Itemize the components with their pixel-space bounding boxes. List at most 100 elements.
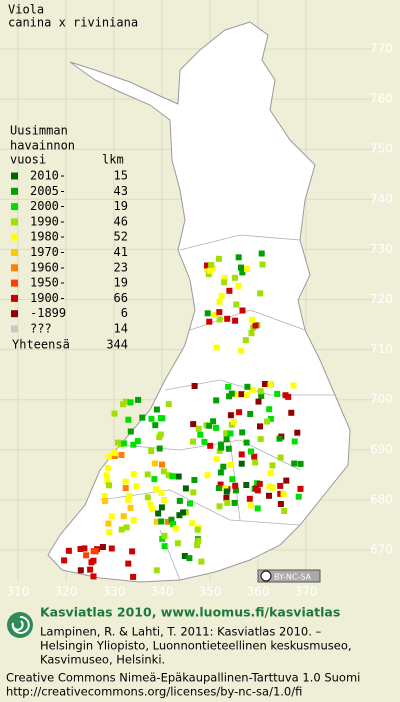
legend-count: 19	[114, 276, 128, 290]
observation-square	[232, 391, 239, 398]
observation-square	[215, 255, 222, 262]
north-label: 700	[370, 392, 393, 406]
observation-square	[216, 485, 222, 491]
observation-square	[294, 429, 301, 436]
observation-square	[122, 478, 129, 485]
observation-square	[283, 477, 290, 484]
cc-icon	[260, 570, 272, 582]
observation-square	[174, 540, 181, 547]
observation-square	[238, 391, 245, 398]
north-label: 760	[370, 92, 393, 106]
observation-square	[277, 490, 284, 497]
observation-square	[225, 445, 232, 452]
observation-square	[267, 470, 274, 477]
observation-square	[231, 274, 238, 281]
observation-square	[258, 392, 265, 399]
observation-square	[122, 485, 129, 492]
east-label: 310	[7, 585, 30, 599]
observation-square	[156, 434, 163, 441]
observations	[61, 250, 304, 580]
observation-square	[248, 502, 255, 509]
observation-square	[248, 448, 254, 455]
observation-square	[231, 499, 238, 506]
north-label: 710	[370, 342, 393, 356]
observation-square	[239, 429, 246, 436]
observation-square	[262, 381, 268, 387]
observation-square	[233, 301, 240, 308]
legend-label: 2010-	[30, 169, 66, 183]
observation-square	[104, 464, 111, 471]
observation-square	[213, 456, 220, 463]
observation-square	[244, 266, 250, 272]
license: Creative Commons Nimeä-Epäkaupallinen-Ta…	[6, 671, 360, 685]
observation-square	[168, 516, 175, 523]
legend-count: 41	[114, 245, 128, 259]
observation-square	[159, 461, 165, 468]
grid: 770 760 750 740 730 720 710 700 690 680 670 310 320 3…	[0, 0, 393, 599]
legend-swatch	[11, 187, 18, 195]
observation-square	[221, 275, 228, 282]
citation: Kasvimuseo, Helsinki.	[40, 653, 165, 667]
observation-square	[123, 524, 130, 531]
observation-square	[88, 559, 95, 566]
logo	[7, 612, 33, 638]
north-label: 680	[370, 492, 393, 506]
observation-square	[242, 337, 249, 344]
observation-square	[158, 490, 165, 496]
observation-square	[134, 438, 141, 445]
observation-square	[277, 501, 284, 507]
observation-square	[266, 483, 273, 490]
observation-square	[148, 448, 155, 454]
legend-count: 23	[114, 260, 128, 274]
observation-square	[290, 382, 297, 389]
legend-count: 66	[114, 291, 128, 305]
observation-square	[118, 452, 125, 458]
legend-header: Uusimman	[10, 124, 68, 138]
legend-swatch	[11, 264, 18, 272]
observation-square	[238, 264, 244, 271]
observation-square	[106, 529, 113, 536]
observation-square	[172, 525, 179, 532]
observation-square	[243, 439, 250, 446]
observation-square	[176, 497, 183, 504]
observation-square	[217, 469, 224, 476]
observation-square	[258, 250, 265, 257]
observation-square	[152, 486, 159, 493]
observation-square	[148, 415, 155, 422]
observation-square	[247, 411, 254, 417]
legend-label: 1950-	[30, 276, 66, 290]
observation-square	[176, 512, 183, 519]
legend-count: 46	[114, 214, 128, 228]
observation-square	[266, 406, 273, 413]
observation-square	[195, 425, 202, 432]
observation-square	[252, 485, 259, 492]
observation-square	[181, 553, 188, 559]
observation-square	[238, 460, 245, 467]
observation-square	[147, 501, 154, 508]
legend-label: 1980-	[30, 230, 66, 244]
observation-square	[120, 513, 127, 520]
observation-square	[90, 573, 97, 580]
observation-square	[277, 454, 284, 461]
observation-square	[223, 488, 230, 495]
observation-square	[106, 453, 113, 460]
observation-square	[282, 392, 289, 399]
observation-square	[105, 520, 112, 527]
observation-square	[217, 441, 224, 448]
observation-square	[144, 494, 151, 501]
observation-square	[135, 396, 142, 403]
observation-square	[228, 462, 234, 468]
observation-square	[236, 409, 243, 416]
observation-square	[169, 473, 176, 480]
observation-square	[194, 542, 201, 549]
observation-square	[165, 472, 172, 479]
observation-square	[207, 442, 214, 449]
observation-square	[267, 381, 274, 388]
observation-square	[130, 441, 137, 448]
legend-count: 52	[114, 230, 128, 244]
observation-square	[189, 520, 196, 527]
observation-square	[156, 445, 163, 452]
observation-square	[207, 267, 214, 274]
observation-square	[61, 557, 68, 564]
legend-swatch	[11, 249, 18, 256]
